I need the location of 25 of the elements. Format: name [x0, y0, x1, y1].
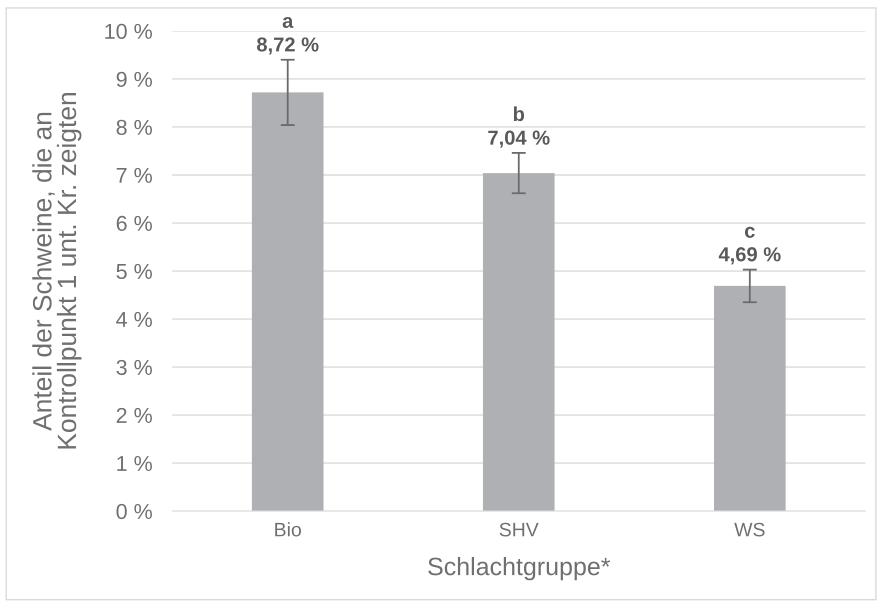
annotation: c: [745, 226, 755, 238]
annotation: b: [514, 106, 524, 122]
x-axis-title: Schlachtgruppe*: [428, 557, 610, 580]
y-axis-title: Anteil der Schweine, die an Kontrollpunkt 1 unt. Kr. zeigten: [32, 93, 82, 449]
x-tick-label: SHV: [500, 522, 539, 536]
y-tick-label: 3 %: [116, 360, 152, 376]
y-tick-label: 8 %: [116, 120, 152, 135]
y-tick-label: 0 %: [116, 504, 152, 520]
data-label: 8,72 %: [257, 37, 319, 55]
y-tick-label: 9 %: [116, 72, 152, 87]
bar: [482, 173, 555, 512]
y-tick-label: 4 %: [116, 312, 152, 327]
y-tick-label: 10 %: [105, 24, 152, 39]
y-tick-label: 5 %: [116, 264, 152, 280]
y-tick-label: 1 %: [117, 456, 152, 472]
y-tick-label: 2 %: [116, 408, 152, 423]
bar: [714, 286, 786, 512]
x-tick-label: Bio: [275, 522, 301, 536]
y-tick-label: 6 %: [116, 216, 152, 232]
data-label: 7,04 %: [488, 130, 550, 148]
y-tick-label: 7 %: [116, 168, 152, 183]
x-tick-label: WS: [734, 522, 765, 536]
data-label: 4,69 %: [718, 247, 781, 264]
text: a: [282, 16, 294, 28]
bar: [252, 92, 324, 512]
